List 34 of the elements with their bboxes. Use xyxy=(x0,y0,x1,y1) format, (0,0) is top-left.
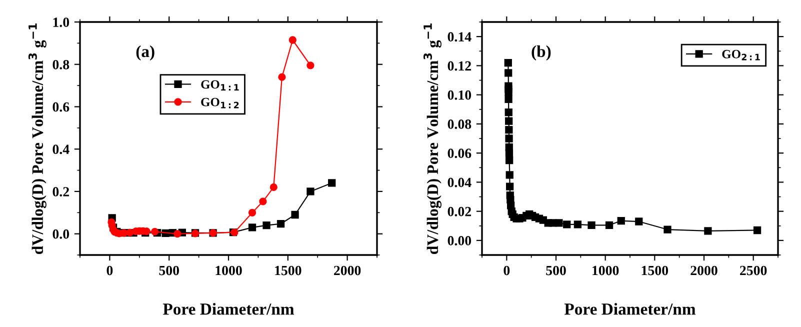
y-axis-title: dV/dlog(D) Pore Volume/cm$^{3}$ g$^{−1}$ xyxy=(424,24,442,254)
legend-label: GO$_{1:2}$ xyxy=(201,98,239,108)
x-tick-label: 0 xyxy=(504,266,510,276)
annotation: (b) xyxy=(532,45,551,60)
legend-label: GO$_{1:1}$ xyxy=(201,80,239,91)
x-tick-label: 500 xyxy=(159,266,179,276)
y-tick-label: 0.6 xyxy=(52,102,70,112)
x-tick-label: 2000 xyxy=(690,266,718,276)
annotation: (a) xyxy=(136,45,154,60)
x-tick-label: 2000 xyxy=(334,266,361,276)
y-tick-label: 0.06 xyxy=(448,148,472,158)
y-tick-label: 0.0 xyxy=(52,229,70,239)
y-tick-label: 0.2 xyxy=(52,187,69,196)
x-tick-label: 1000 xyxy=(216,266,242,276)
legend-label: GO$_{2:1}$ xyxy=(722,50,760,60)
y-tick-label: 0.8 xyxy=(52,60,70,70)
x-tick-label: 1500 xyxy=(642,266,668,276)
x-tick-label: 1000 xyxy=(592,266,619,276)
x-tick-label: 2500 xyxy=(740,266,767,276)
x-axis-title: Pore Diameter/nm xyxy=(162,303,294,315)
y-tick-label: 0.02 xyxy=(448,206,471,216)
x-axis-title: Pore Diameter/nm xyxy=(564,303,696,315)
x-tick-label: 0 xyxy=(106,266,113,276)
y-tick-label: 0.04 xyxy=(448,178,472,188)
y-tick-label: 0.14 xyxy=(448,32,472,42)
y-tick-label: 0.08 xyxy=(448,120,472,129)
y-tick-label: 0.4 xyxy=(52,144,70,154)
x-tick-label: 500 xyxy=(546,266,566,276)
y-axis-title: dV/dlog(D) Pore Volume/cm$^{3}$ g$^{−1}$ xyxy=(28,24,46,254)
y-tick-label: 0.10 xyxy=(448,90,472,100)
y-tick-label: 1.0 xyxy=(53,18,70,28)
x-tick-label: 1500 xyxy=(275,266,302,276)
y-tick-label: 0.12 xyxy=(448,61,471,71)
y-tick-label: 0.00 xyxy=(448,236,472,246)
